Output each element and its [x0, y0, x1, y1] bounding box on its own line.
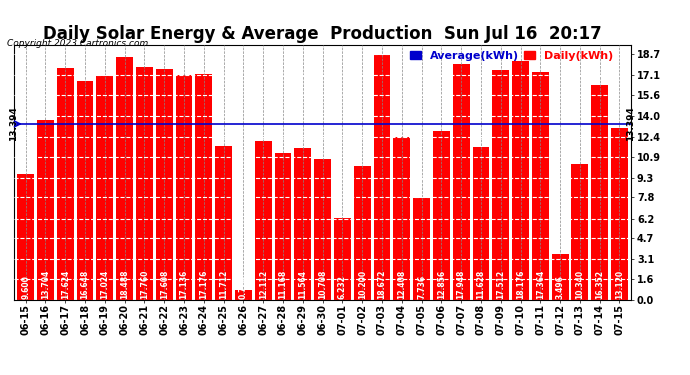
Text: 16.648: 16.648	[81, 269, 90, 298]
Text: 13.394: 13.394	[9, 106, 19, 141]
Bar	[334, 218, 351, 300]
Text: 17.608: 17.608	[159, 269, 169, 298]
Bar	[611, 128, 628, 300]
Text: 17.136: 17.136	[179, 269, 188, 298]
Bar	[393, 137, 410, 300]
Bar	[17, 174, 34, 300]
Text: 12.112: 12.112	[259, 270, 268, 298]
Bar	[235, 290, 252, 300]
Bar	[255, 141, 272, 300]
Bar	[215, 146, 232, 300]
Text: 10.200: 10.200	[357, 270, 366, 298]
Text: 13.120: 13.120	[615, 270, 624, 298]
Bar	[116, 57, 133, 300]
Bar	[295, 148, 311, 300]
Text: 0.728: 0.728	[239, 274, 248, 298]
Bar	[473, 147, 489, 300]
Bar	[413, 198, 430, 300]
Text: 10.340: 10.340	[575, 270, 584, 298]
Text: 18.176: 18.176	[516, 269, 525, 298]
Text: 18.672: 18.672	[377, 269, 386, 298]
Bar	[532, 72, 549, 300]
Legend: Average(kWh), Daily(kWh): Average(kWh), Daily(kWh)	[409, 51, 613, 60]
Text: 17.176: 17.176	[199, 269, 208, 298]
Text: 17.512: 17.512	[496, 270, 505, 298]
Bar	[571, 164, 589, 300]
Text: 7.736: 7.736	[417, 274, 426, 298]
Title: Daily Solar Energy & Average  Production  Sun Jul 16  20:17: Daily Solar Energy & Average Production …	[43, 26, 602, 44]
Bar	[136, 66, 153, 300]
Text: 3.496: 3.496	[555, 275, 564, 298]
Text: 12.856: 12.856	[437, 270, 446, 298]
Text: 10.708: 10.708	[318, 269, 327, 298]
Text: 11.168: 11.168	[279, 269, 288, 298]
Text: 12.408: 12.408	[397, 269, 406, 298]
Text: 11.564: 11.564	[298, 270, 307, 298]
Text: 9.600: 9.600	[21, 275, 30, 298]
Bar	[354, 166, 371, 300]
Text: 17.024: 17.024	[100, 269, 109, 298]
Text: 17.364: 17.364	[536, 269, 545, 298]
Bar	[195, 74, 213, 300]
Bar	[492, 70, 509, 300]
Bar	[176, 75, 193, 300]
Text: 17.948: 17.948	[457, 269, 466, 298]
Bar	[373, 55, 391, 300]
Bar	[552, 254, 569, 300]
Text: 16.352: 16.352	[595, 270, 604, 298]
Bar	[591, 85, 608, 300]
Bar	[97, 76, 113, 300]
Text: 11.628: 11.628	[476, 269, 486, 298]
Bar	[512, 61, 529, 300]
Text: 13.704: 13.704	[41, 269, 50, 298]
Bar	[314, 159, 331, 300]
Text: 6.232: 6.232	[338, 275, 347, 298]
Bar	[433, 131, 450, 300]
Bar	[37, 120, 54, 300]
Text: 18.488: 18.488	[120, 269, 129, 298]
Text: 11.712: 11.712	[219, 269, 228, 298]
Bar	[275, 153, 291, 300]
Text: 13.394: 13.394	[626, 106, 635, 141]
Bar	[57, 68, 74, 300]
Text: Copyright 2023 Cartronics.com: Copyright 2023 Cartronics.com	[7, 39, 148, 48]
Text: 17.760: 17.760	[140, 269, 149, 298]
Bar	[156, 69, 172, 300]
Bar	[453, 64, 469, 300]
Text: 17.624: 17.624	[61, 269, 70, 298]
Bar	[77, 81, 93, 300]
